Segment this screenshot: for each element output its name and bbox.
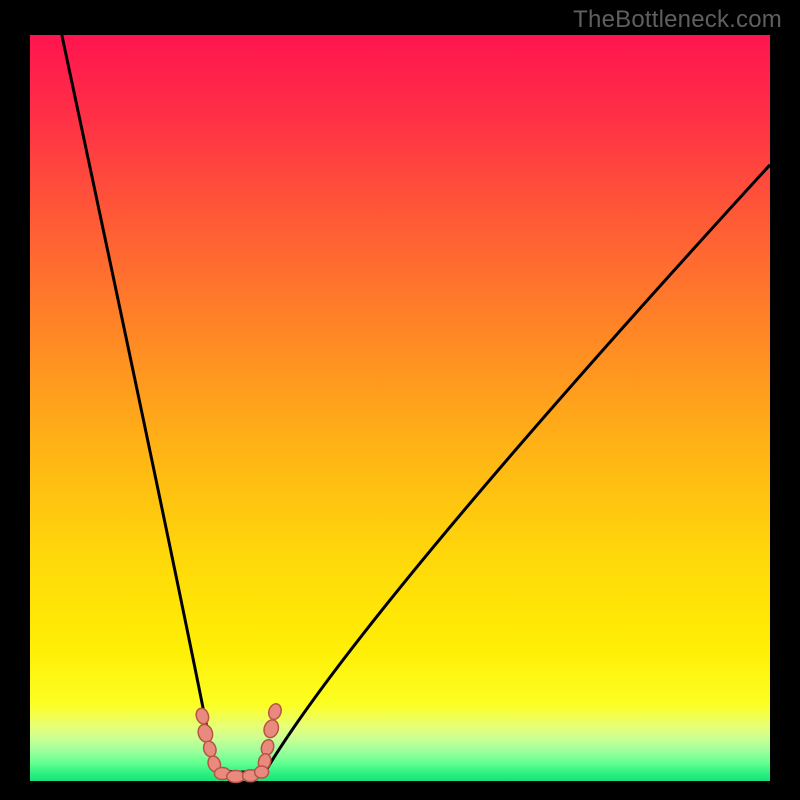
curve-marker xyxy=(196,723,215,744)
chart-frame: TheBottleneck.com xyxy=(0,0,800,800)
curve-layer xyxy=(0,0,800,800)
curve-marker xyxy=(267,702,283,721)
curve-marker xyxy=(262,718,281,739)
curve-marker xyxy=(194,707,210,726)
bottleneck-curve xyxy=(62,35,770,772)
curve-marker xyxy=(255,766,269,778)
